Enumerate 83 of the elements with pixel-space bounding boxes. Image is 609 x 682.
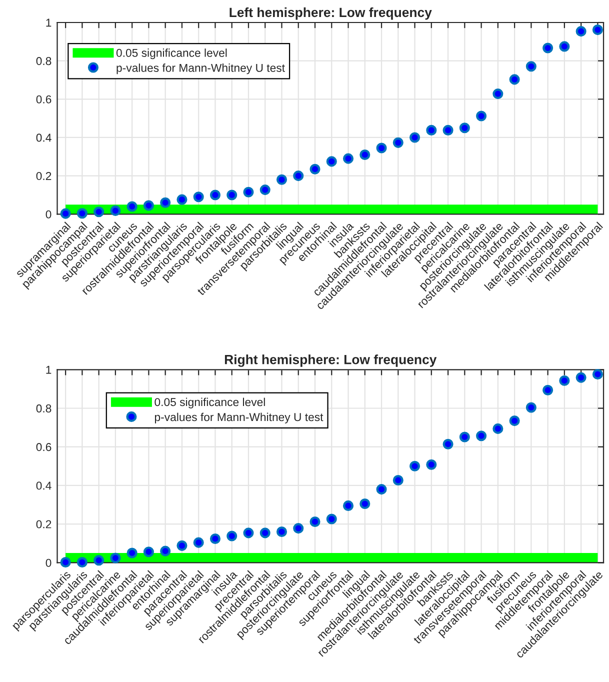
point	[143, 546, 154, 558]
point	[210, 190, 220, 200]
point	[476, 430, 487, 442]
point	[110, 552, 121, 564]
point	[260, 528, 270, 538]
y-tick-label: 0	[46, 210, 52, 218]
point	[160, 197, 171, 208]
point	[559, 375, 570, 386]
point	[160, 546, 171, 556]
point	[126, 201, 138, 212]
point	[226, 190, 238, 200]
point	[392, 137, 404, 148]
legend-label: p-values for Mann-Whitney U test	[154, 412, 324, 424]
point	[176, 194, 188, 205]
point	[576, 26, 586, 37]
point	[492, 423, 504, 434]
point	[459, 432, 470, 442]
point	[426, 124, 437, 136]
point	[410, 460, 420, 472]
point	[410, 132, 420, 143]
point	[126, 548, 138, 558]
y-tick-label: 0.6	[36, 95, 52, 104]
y-tick-label: 0.2	[36, 520, 52, 528]
point	[492, 88, 504, 100]
y-tick-label: 0.4	[36, 134, 52, 142]
point	[360, 149, 370, 160]
point	[176, 540, 188, 551]
point	[426, 459, 437, 470]
point	[143, 200, 154, 211]
y-tick-label: 0.6	[36, 443, 52, 452]
point	[310, 164, 320, 174]
point	[276, 174, 288, 185]
point	[60, 208, 71, 219]
point	[76, 208, 88, 219]
y-tick-label: 0.4	[36, 482, 52, 490]
point	[442, 124, 454, 136]
point	[326, 156, 337, 167]
point	[276, 526, 288, 538]
point	[193, 192, 204, 202]
point	[326, 514, 337, 524]
point	[110, 205, 121, 216]
point	[576, 372, 586, 383]
chart-title: Left hemisphere: Low frequency	[230, 7, 432, 20]
point	[342, 153, 354, 164]
point	[76, 556, 88, 568]
point	[459, 122, 470, 134]
chart-title: Right hemisphere: Low frequency	[224, 354, 437, 367]
point	[376, 484, 387, 495]
legend-label: p-values for Mann-Whitney U test	[116, 64, 285, 74]
y-tick-label: 0	[46, 558, 52, 567]
point	[342, 500, 354, 511]
y-tick-label: 0.2	[36, 172, 52, 180]
point	[94, 555, 104, 566]
y-tick-label: 1	[46, 366, 52, 374]
point	[592, 24, 603, 36]
legend-label: 0.05 significance level	[154, 398, 265, 408]
point	[243, 186, 254, 198]
point	[310, 516, 320, 528]
point	[293, 523, 304, 534]
point	[559, 41, 570, 52]
point	[293, 170, 304, 182]
point	[360, 498, 370, 510]
point	[526, 402, 536, 413]
point	[526, 61, 536, 72]
point	[260, 184, 270, 196]
point	[442, 438, 454, 450]
point	[376, 142, 387, 154]
point	[243, 528, 254, 538]
y-tick-label: 0.8	[36, 404, 52, 412]
point	[476, 110, 487, 122]
point	[509, 74, 520, 85]
legend-label: 0.05 significance level	[116, 48, 227, 60]
point	[193, 537, 204, 548]
point	[392, 474, 404, 486]
point	[509, 416, 520, 426]
point	[210, 533, 220, 544]
point	[542, 42, 554, 54]
point	[226, 530, 238, 542]
point	[542, 384, 554, 396]
y-tick-label: 1	[46, 18, 52, 27]
point	[94, 206, 104, 218]
point	[60, 556, 71, 568]
y-tick-label: 0.8	[36, 57, 52, 66]
